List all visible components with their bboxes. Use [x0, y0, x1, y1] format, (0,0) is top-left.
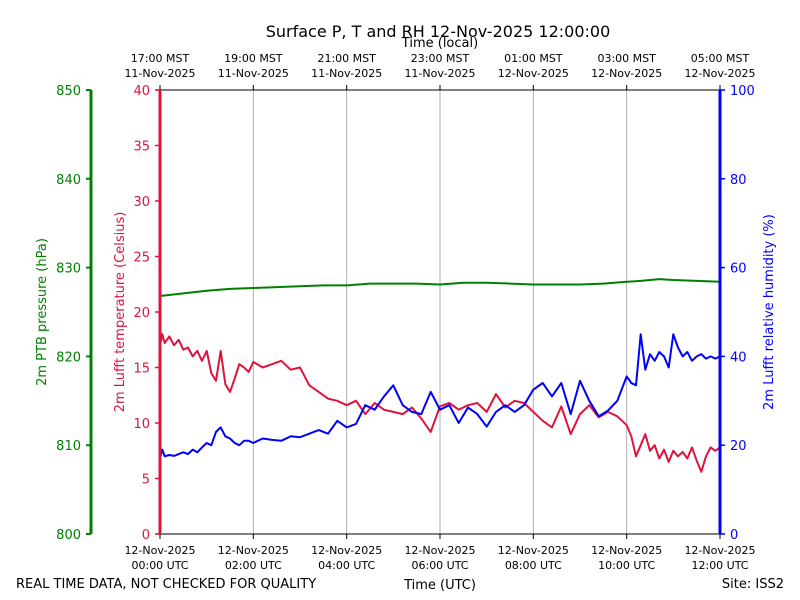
humidity-axis-label: 2m Lufft relative humidity (%) [762, 214, 777, 410]
top-tick-time-5: 03:00 MST [597, 52, 656, 65]
humidity-tick-label-5: 100 [730, 84, 755, 99]
bottom-tick-date-2: 12-Nov-2025 [311, 544, 382, 557]
temperature-tick-label-8: 40 [133, 84, 150, 99]
temperature-axis: 0 5 10 15 20 25 30 35 40 2m Lufft temperature (Ce… [113, 84, 162, 543]
chart-title: Surface P, T and RH 12-Nov-2025 12:00:00 [266, 22, 611, 41]
bottom-tick-time-1: 02:00 UTC [225, 559, 282, 572]
top-tick-time-4: 01:00 MST [504, 52, 563, 65]
top-axis-label: Time (local) [401, 36, 478, 51]
bottom-tick-time-3: 06:00 UTC [411, 559, 468, 572]
bottom-tick-time-5: 10:00 UTC [598, 559, 655, 572]
series-layer [159, 278, 721, 473]
humidity-series-line [159, 333, 721, 459]
humidity-tick-label-4: 80 [730, 173, 747, 188]
bottom-time-ticks: 12-Nov-2025 00:00 UTC 12-Nov-2025 02:00 UTC… [124, 534, 756, 572]
pressure-axis: 800 810 820 830 840 850 2m PTB pressure (hPa) [35, 84, 93, 543]
pressure-tick-label-5: 850 [56, 84, 81, 99]
temperature-axis-label: 2m Lufft temperature (Celsius) [113, 212, 128, 413]
temperature-tick-label-6: 30 [133, 195, 150, 210]
humidity-tick-label-3: 60 [730, 262, 747, 277]
bottom-tick-date-5: 12-Nov-2025 [591, 544, 662, 557]
humidity-tick-label-2: 40 [730, 350, 747, 365]
quality-disclaimer: REAL TIME DATA, NOT CHECKED FOR QUALITY [16, 577, 316, 592]
humidity-tick-label-1: 20 [730, 439, 747, 454]
bottom-tick-date-4: 12-Nov-2025 [498, 544, 569, 557]
top-tick-date-6: 12-Nov-2025 [684, 67, 755, 80]
temperature-tick-label-4: 20 [133, 306, 150, 321]
top-tick-date-0: 11-Nov-2025 [124, 67, 195, 80]
top-tick-time-1: 19:00 MST [224, 52, 283, 65]
temperature-tick-label-3: 15 [133, 362, 150, 377]
temperature-tick-label-1: 5 [142, 473, 150, 488]
top-tick-date-1: 11-Nov-2025 [218, 67, 289, 80]
top-tick-date-5: 12-Nov-2025 [591, 67, 662, 80]
top-tick-date-3: 11-Nov-2025 [404, 67, 475, 80]
pressure-series-line [159, 278, 721, 297]
top-tick-time-3: 23:00 MST [411, 52, 470, 65]
bottom-tick-time-6: 12:00 UTC [691, 559, 748, 572]
top-time-ticks: 17:00 MST 11-Nov-2025 19:00 MST 11-Nov-2025… [124, 52, 756, 90]
pressure-tick-label-0: 800 [56, 528, 81, 543]
temperature-tick-label-5: 25 [133, 251, 150, 266]
pressure-tick-label-1: 810 [56, 439, 81, 454]
bottom-tick-time-2: 04:00 UTC [318, 559, 375, 572]
temperature-tick-label-7: 35 [133, 140, 150, 155]
top-tick-time-0: 17:00 MST [131, 52, 190, 65]
pressure-tick-label-4: 840 [56, 173, 81, 188]
humidity-tick-label-0: 0 [730, 528, 738, 543]
temperature-tick-label-0: 0 [142, 528, 150, 543]
bottom-tick-date-0: 12-Nov-2025 [124, 544, 195, 557]
bottom-tick-date-3: 12-Nov-2025 [404, 544, 475, 557]
bottom-tick-time-0: 00:00 UTC [131, 559, 188, 572]
humidity-axis: 0 20 40 60 80 100 2m Lufft relative humidity (… [718, 84, 777, 543]
top-tick-date-4: 12-Nov-2025 [498, 67, 569, 80]
bottom-axis-label: Time (UTC) [403, 578, 476, 593]
vertical-gridlines [252, 90, 628, 534]
bottom-tick-date-6: 12-Nov-2025 [684, 544, 755, 557]
top-tick-time-6: 05:00 MST [691, 52, 750, 65]
top-tick-date-2: 11-Nov-2025 [311, 67, 382, 80]
bottom-tick-date-1: 12-Nov-2025 [218, 544, 289, 557]
site-label: Site: ISS2 [722, 577, 784, 592]
temperature-tick-label-2: 10 [133, 417, 150, 432]
temperature-series-line [159, 333, 721, 473]
top-tick-time-2: 21:00 MST [317, 52, 376, 65]
bottom-tick-time-4: 08:00 UTC [505, 559, 562, 572]
pressure-axis-label: 2m PTB pressure (hPa) [35, 238, 50, 386]
pressure-tick-label-3: 830 [56, 262, 81, 277]
pressure-tick-label-2: 820 [56, 350, 81, 365]
